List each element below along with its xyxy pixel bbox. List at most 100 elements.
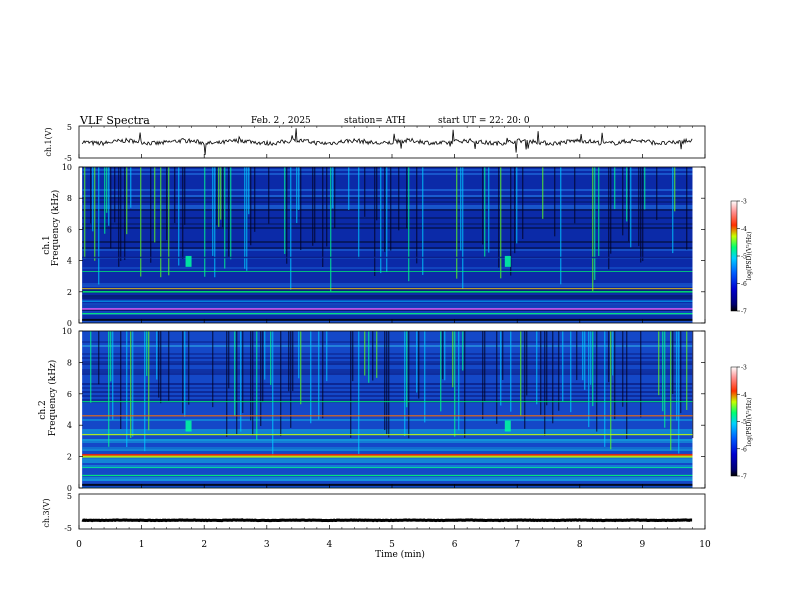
sferic	[676, 331, 678, 421]
sferic	[520, 331, 522, 417]
sferic	[592, 167, 594, 292]
sferic	[440, 331, 442, 412]
dark-gap	[502, 331, 504, 380]
dark-gap	[628, 167, 630, 242]
spectral-band	[82, 487, 693, 488]
dark-gap	[388, 331, 390, 438]
dark-gap	[174, 167, 176, 224]
sferic	[130, 331, 132, 438]
spectral-band	[82, 303, 693, 305]
spectral-band	[82, 479, 693, 481]
dark-gap	[120, 331, 122, 429]
ch3-waveform-trace	[81, 518, 693, 523]
ch1-spectrogram-ylabel-channel: ch.1	[42, 235, 52, 254]
dark-gap	[576, 331, 578, 381]
sferic	[270, 331, 272, 385]
dark-gap	[544, 331, 546, 436]
narrowband-line	[82, 401, 693, 403]
narrowband-line	[82, 474, 693, 477]
sferic	[588, 331, 590, 428]
dark-gap	[596, 331, 598, 432]
ch1-ytick-bottom: -5	[64, 154, 72, 163]
sferic	[422, 167, 424, 275]
sferic	[184, 331, 186, 417]
dark-gap	[160, 331, 162, 404]
dark-gap	[124, 167, 126, 261]
x-tick-label: 5	[389, 540, 395, 550]
dark-gap	[364, 167, 366, 217]
sferic	[130, 167, 132, 208]
dark-gap	[416, 167, 418, 264]
dark-gap	[334, 167, 336, 229]
sferic	[148, 331, 150, 431]
dark-gap	[110, 167, 112, 249]
time-axis-label: Time (min)	[375, 549, 425, 560]
narrowband-line	[82, 467, 693, 469]
dark-gap	[286, 167, 288, 264]
narrowband-line	[82, 256, 693, 259]
dark-gap	[90, 167, 92, 224]
colorbar-tick-label: -5	[741, 254, 747, 261]
sferic	[584, 331, 586, 390]
dark-gap	[692, 331, 694, 439]
spectral-band	[82, 457, 693, 459]
sferic	[672, 167, 674, 254]
sferic	[408, 167, 410, 282]
spectral-band	[82, 307, 693, 309]
spectral-band	[82, 283, 693, 285]
sferic	[562, 331, 564, 402]
dark-gap	[552, 331, 554, 424]
narrowband-line	[82, 453, 693, 457]
sferic	[244, 167, 246, 269]
dark-gap	[406, 167, 408, 229]
narrowband-line	[82, 455, 693, 458]
ch2-spectrogram-ylabel-frequency: Frequency (kHz)	[47, 360, 58, 437]
sferic	[240, 331, 242, 432]
ch1-colorbar	[730, 200, 738, 312]
dark-gap	[350, 331, 352, 438]
ch1-ytick-top: 5	[67, 123, 72, 132]
ch3-ytick-top: 5	[67, 492, 72, 501]
dark-gap	[314, 167, 316, 243]
colorbar-tick-label: -6	[741, 281, 747, 288]
sferic	[670, 331, 672, 451]
x-tick-label: 7	[514, 540, 520, 550]
sferic	[358, 331, 360, 455]
sferic	[246, 167, 248, 271]
spectral-band	[82, 305, 693, 307]
sferic	[212, 167, 214, 256]
sferic	[310, 331, 312, 424]
time-axis: 0 1 2 3 4 5 6 7 8 9 10	[76, 126, 711, 550]
spectral-band	[82, 285, 693, 287]
ch3-waveform-ylabel: ch.3(V)	[42, 498, 51, 527]
sferic	[284, 167, 286, 254]
dark-gap	[236, 331, 238, 435]
spectral-band	[82, 321, 693, 323]
x-tick-label: 3	[264, 540, 270, 550]
dark-gap	[498, 167, 500, 268]
narrowband-line	[82, 434, 693, 436]
sferic	[348, 167, 350, 210]
ch2-spectrogram-image	[82, 331, 694, 488]
sferic	[610, 331, 612, 450]
sferic	[248, 167, 250, 215]
x-tick-label: 0	[76, 540, 82, 550]
dark-gap	[482, 167, 484, 245]
spectral-band	[82, 449, 693, 451]
dark-gap	[300, 167, 302, 251]
dark-gap	[672, 331, 674, 394]
spectral-band	[82, 289, 693, 291]
ch1-colorbar-label: log(PSD)(V²/Hz)	[746, 232, 753, 281]
dark-gap	[184, 167, 186, 225]
dark-gap	[158, 331, 160, 398]
sferic	[358, 167, 360, 259]
dark-gap	[638, 167, 640, 247]
sferic	[144, 331, 146, 452]
spectral-band	[82, 297, 693, 299]
dark-gap	[98, 331, 100, 385]
sferic	[220, 167, 222, 220]
sferic	[140, 167, 142, 277]
dark-gap	[464, 331, 466, 438]
